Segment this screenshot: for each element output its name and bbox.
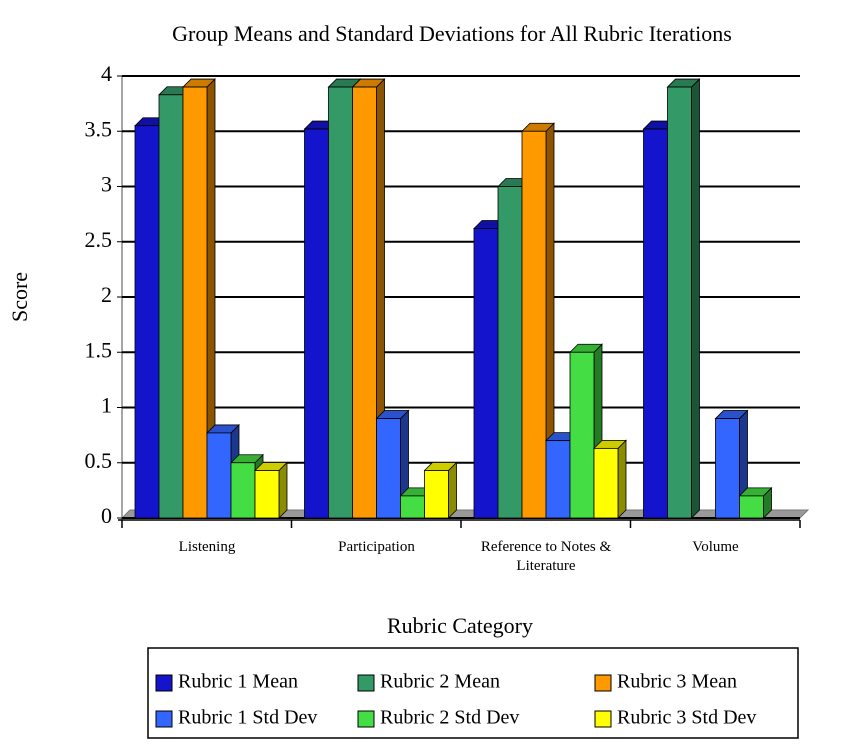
y-tick-label: 3.5 bbox=[85, 116, 113, 141]
bar-front bbox=[400, 495, 425, 519]
legend-label: Rubric 3 Mean bbox=[617, 671, 737, 693]
y-tick-label: 4 bbox=[101, 61, 112, 86]
bar-front bbox=[521, 130, 547, 519]
bar-side bbox=[617, 439, 627, 519]
legend-swatch bbox=[357, 674, 375, 692]
x-tick-label: Participation bbox=[338, 539, 415, 555]
bar bbox=[254, 461, 288, 519]
bar-front bbox=[739, 495, 764, 519]
x-tick-label: Reference to Notes & Literature bbox=[480, 539, 612, 574]
legend-label: Rubric 1 Std Dev bbox=[178, 707, 317, 729]
bar bbox=[666, 78, 701, 519]
bar bbox=[593, 439, 627, 519]
legend-swatch bbox=[594, 710, 612, 728]
y-tick-label: 2 bbox=[101, 282, 112, 307]
legend-label: Rubric 1 Mean bbox=[178, 671, 298, 693]
y-tick-label: 3 bbox=[101, 172, 112, 197]
bar bbox=[375, 409, 410, 519]
bar-front bbox=[715, 418, 740, 519]
bar bbox=[521, 122, 555, 519]
bar-front bbox=[497, 186, 523, 519]
bar-front bbox=[643, 128, 668, 519]
bar-front bbox=[473, 228, 499, 519]
y-tick-label: 1.5 bbox=[85, 337, 113, 362]
legend-box bbox=[147, 647, 799, 739]
y-tick-label: 2.5 bbox=[85, 227, 113, 252]
bar-front bbox=[569, 351, 595, 519]
bar-front bbox=[254, 470, 280, 519]
bar-front bbox=[182, 86, 208, 519]
bar-side bbox=[278, 461, 288, 519]
bar-front bbox=[304, 128, 329, 519]
bar-front bbox=[230, 462, 256, 519]
bar bbox=[738, 486, 773, 519]
bar bbox=[351, 78, 386, 519]
x-axis-label: Rubric Category bbox=[387, 613, 533, 638]
x-tick-label: Volume bbox=[692, 539, 739, 555]
y-tick-label: 0.5 bbox=[85, 448, 113, 473]
bar-side bbox=[448, 461, 457, 519]
chart-title: Group Means and Standard Deviations for … bbox=[172, 21, 732, 46]
legend-swatch bbox=[155, 674, 173, 692]
bar bbox=[423, 461, 458, 519]
bar-front bbox=[158, 94, 184, 519]
y-tick-label: 1 bbox=[101, 393, 112, 418]
bar-front bbox=[545, 440, 571, 519]
legend-label: Rubric 2 Mean bbox=[380, 671, 500, 693]
bar-front bbox=[328, 86, 353, 519]
x-tick-label: Listening bbox=[178, 539, 236, 555]
bar-front bbox=[376, 418, 401, 519]
bar-front bbox=[593, 447, 619, 519]
bar-front bbox=[352, 86, 377, 519]
y-axis-label: Score bbox=[7, 272, 32, 322]
legend-swatch bbox=[155, 710, 173, 728]
legend-swatch bbox=[357, 710, 375, 728]
bar-side bbox=[691, 78, 700, 519]
bar-front bbox=[667, 86, 692, 519]
y-tick-label: 0 bbox=[101, 503, 112, 528]
legend-label: Rubric 3 Std Dev bbox=[617, 707, 756, 729]
legend-swatch bbox=[594, 674, 612, 692]
bar-front bbox=[424, 470, 449, 519]
bar-front bbox=[134, 125, 160, 519]
bar-front bbox=[206, 432, 232, 519]
legend-label: Rubric 2 Std Dev bbox=[380, 707, 519, 729]
